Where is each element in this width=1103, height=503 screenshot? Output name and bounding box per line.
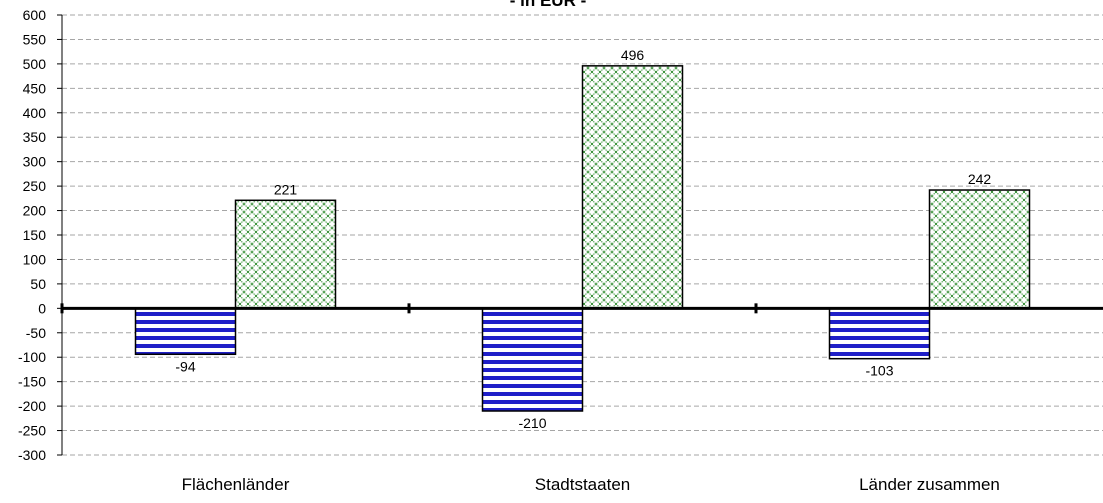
y-tick-label: -200: [18, 398, 46, 414]
y-tick-label: 100: [23, 251, 47, 267]
data-label: -94: [175, 358, 195, 374]
data-label: -210: [518, 415, 546, 431]
y-tick-label: 150: [23, 227, 47, 243]
y-tick-label: 500: [23, 56, 47, 72]
y-tick-label: -100: [18, 349, 46, 365]
chart-title: - in EUR -: [510, 0, 587, 10]
y-tick-label: 350: [23, 129, 47, 145]
bar: [828, 307, 931, 360]
bar: [234, 199, 337, 310]
y-tick-label: 200: [23, 203, 47, 219]
y-tick-label: 450: [23, 80, 47, 96]
bar: [581, 65, 684, 310]
data-label: -103: [865, 363, 893, 379]
x-tick-label: Flächenländer: [182, 475, 290, 494]
y-tick-label: -150: [18, 374, 46, 390]
data-label: 496: [621, 47, 645, 63]
y-tick-label: 600: [23, 7, 47, 23]
y-tick-label: 250: [23, 178, 47, 194]
y-tick-label: -300: [18, 447, 46, 463]
bar: [928, 189, 1031, 310]
bar: [481, 307, 584, 412]
data-label: 242: [968, 171, 992, 187]
data-label: 221: [274, 181, 298, 197]
labels: -300 -250 -200 -150 -100 -50 0 50 100 150 200 250 30…: [18, 7, 1000, 494]
bars: [134, 65, 1031, 412]
x-tick-label: Stadtstaaten: [535, 475, 630, 494]
axes: [57, 14, 1103, 456]
y-tick-label: 300: [23, 154, 47, 170]
y-tick-label: 550: [23, 31, 47, 47]
bar: [134, 307, 237, 356]
y-tick-label: -250: [18, 423, 46, 439]
y-tick-label: 400: [23, 105, 47, 121]
y-tick-label: -50: [26, 325, 46, 341]
y-tick-label: 50: [30, 276, 46, 292]
x-tick-label: Länder zusammen: [859, 475, 1000, 494]
y-tick-label: 0: [38, 300, 46, 316]
